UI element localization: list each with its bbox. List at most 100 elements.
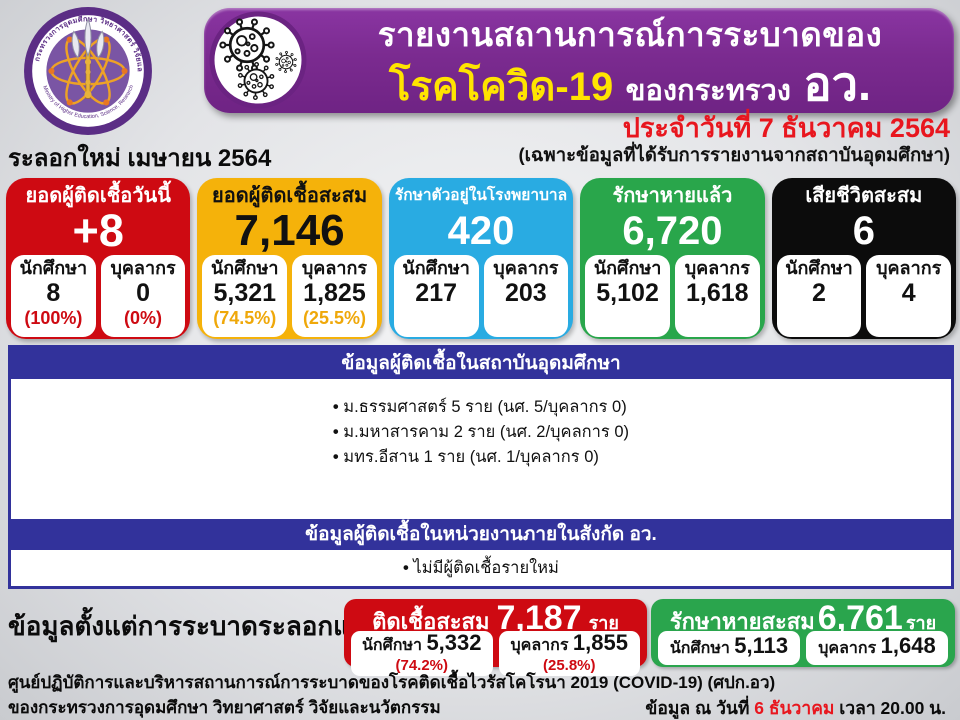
card-value: 7,146 <box>234 206 345 255</box>
first-wave-heading: ข้อมูลตั้งแต่การระบาดระลอกแรก <box>8 611 380 641</box>
title-line1: รายงานสถานการณ์การระบาดของ <box>377 16 883 53</box>
card-value: 6 <box>852 209 875 253</box>
universities-section-header: ข้อมูลผู้ติดเชื้อในสถาบันอุดมศึกษา <box>11 348 951 379</box>
staff-value: 4 <box>901 279 916 307</box>
card-title: ยอดผู้ติดเชื้อสะสม <box>212 185 368 207</box>
students-value: 5,332 <box>426 630 482 655</box>
footer-org-line1: ศูนย์ปฏิบัติการและบริหารสถานการณ์การระบา… <box>8 673 776 692</box>
staff-box: บุคลากร 4 <box>866 255 952 337</box>
agencies-section-header: ข้อมูลผู้ติดเชื้อในหน่วยงานภายในสังกัด อ… <box>11 519 951 550</box>
stat-card-cumulative-cases: ยอดผู้ติดเชื้อสะสม 7,146 นักศึกษา 5,321 … <box>197 178 382 339</box>
title-line2: โรคโควิด-19 ของกระทรวง อว. <box>312 58 948 122</box>
students-percent: (100%) <box>24 308 83 328</box>
title-ministry: อว. <box>803 57 872 110</box>
students-label: นักศึกษา <box>19 258 88 278</box>
list-item: ม.มหาสารคาม 2 ราย (นศ. 2/บุคลการ 0) <box>333 420 629 445</box>
staff-value: 203 <box>505 279 547 307</box>
recovered-unit: ราย <box>905 613 937 633</box>
students-box: นักศึกษา 8 (100%) <box>11 255 96 337</box>
staff-box: บุคลากร 1,855 (25.8%) <box>498 630 640 676</box>
universities-section-body: ม.ธรรมศาสตร์ 5 ราย (นศ. 5/บุคลากร 0) ม.ม… <box>11 379 951 519</box>
staff-label: บุคลากร <box>510 637 569 654</box>
list-item: มทร.อีสาน 1 ราย (นศ. 1/บุคลากร 0) <box>333 445 629 470</box>
wave-label: ระลอกใหม่ เมษายน 2564 <box>8 145 272 172</box>
coronavirus-icon <box>209 11 307 109</box>
staff-box: บุคลากร 1,825 (25.5%) <box>292 255 377 337</box>
first-wave-recovered-box: รักษาหายสะสม 6,761 ราย นักศึกษา 5,113 บุ… <box>651 599 955 667</box>
asof-date: 6 ธันวาคม <box>754 698 835 718</box>
data-as-of: ข้อมูล ณ วันที่ 6 ธันวาคม เวลา 20.00 น. <box>645 694 946 720</box>
infected-label: ติดเชื้อสะสม <box>372 609 490 634</box>
list-item: ไม่มีผู้ติดเชื้อรายใหม่ <box>403 556 559 581</box>
footer-org-line2: ของกระทรวงการอุดมศึกษา วิทยาศาสตร์ วิจัย… <box>8 698 441 717</box>
recovered-value: 6,761 <box>817 599 903 637</box>
students-box: นักศึกษา 5,113 <box>658 631 800 665</box>
staff-value: 1,855 <box>572 630 628 655</box>
students-label: นักศึกษา <box>593 258 662 278</box>
stat-card-deaths: เสียชีวิตสะสม 6 นักศึกษา 2 บุคลากร 4 <box>771 178 957 339</box>
agencies-section-body: ไม่มีผู้ติดเชื้อรายใหม่ <box>11 550 951 586</box>
staff-label: บุคลากร <box>301 258 368 278</box>
details-panel: ข้อมูลผู้ติดเชื้อในสถาบันอุดมศึกษา ม.ธรร… <box>8 345 954 589</box>
students-label: นักศึกษา <box>402 258 470 278</box>
staff-percent: (25.5%) <box>302 308 366 328</box>
card-value: +8 <box>72 205 124 256</box>
staff-label: บุคลากร <box>110 258 176 278</box>
students-value: 5,102 <box>596 279 659 307</box>
stat-card-new-cases: ยอดผู้ติดเชื้อวันนี้ +8 นักศึกษา 8 (100%… <box>6 178 191 339</box>
report-title: รายงานสถานการณ์การระบาดของ โรคโควิด-19 ข… <box>312 12 948 122</box>
staff-box: บุคลากร 0 (0%) <box>100 255 186 337</box>
staff-label: บุคลากร <box>876 258 942 278</box>
first-wave-infected-box: ติดเชื้อสะสม 7,187 ราย นักศึกษา 5,332 (7… <box>344 599 647 676</box>
title-banner: รายงานสถานการณ์การระบาดของ โรคโควิด-19 ข… <box>204 8 954 113</box>
card-value: 6,720 <box>622 209 723 253</box>
staff-label: บุคลากร <box>684 258 750 278</box>
card-value: 420 <box>447 209 515 253</box>
staff-label: บุคลากร <box>818 640 877 657</box>
staff-percent: (0%) <box>124 308 163 328</box>
students-box: นักศึกษา 2 <box>776 255 862 337</box>
staff-box: บุคลากร 1,618 <box>674 255 760 337</box>
staff-box: บุคลากร 203 <box>483 255 569 337</box>
report-date-note: (เฉพาะข้อมูลที่ได้รับการรายงานจากสถาบันอ… <box>518 144 950 165</box>
students-box: นักศึกษา 5,102 <box>585 255 670 337</box>
report-date: ประจำวันที่ 7 ธันวาคม 2564 <box>622 113 950 143</box>
card-title: รักษาหายแล้ว <box>612 185 733 207</box>
stat-card-recovered: รักษาหายแล้ว 6,720 นักศึกษา 5,102 บุคลาก… <box>580 178 765 339</box>
ministry-seal-logo: กระทรวงการอุดมศึกษา วิทยาศาสตร์ วิจัยและ… <box>22 5 152 135</box>
staff-value: 1,648 <box>880 633 936 658</box>
infected-unit: ราย <box>588 613 619 633</box>
students-value: 5,113 <box>734 633 789 658</box>
students-box: นักศึกษา 217 <box>393 255 479 337</box>
students-value: 2 <box>812 279 826 307</box>
staff-value: 0 <box>136 279 150 307</box>
staff-percent: (25.8%) <box>542 657 596 674</box>
recovered-label: รักษาหายสะสม <box>669 609 815 634</box>
students-label: นักศึกษา <box>211 258 279 278</box>
title-mid: ของกระทรวง <box>625 75 791 107</box>
students-label: นักศึกษา <box>669 640 730 657</box>
staff-box: บุคลากร 1,648 <box>806 631 948 665</box>
title-disease: โรคโควิด-19 <box>388 65 614 109</box>
infected-value: 7,187 <box>496 599 582 637</box>
stat-cards-row: ยอดผู้ติดเชื้อวันนี้ +8 นักศึกษา 8 (100%… <box>6 178 957 339</box>
asof-suffix: เวลา 20.00 น. <box>834 698 946 718</box>
report-date-block: ประจำวันที่ 7 ธันวาคม 2564 (เฉพาะข้อมูลท… <box>518 113 950 167</box>
list-item: ม.ธรรมศาสตร์ 5 ราย (นศ. 5/บุคลากร 0) <box>333 395 629 420</box>
students-value: 8 <box>46 279 61 307</box>
staff-value: 1,618 <box>685 279 749 307</box>
asof-prefix: ข้อมูล ณ วันที่ <box>645 698 755 718</box>
students-box: นักศึกษา 5,321 (74.5%) <box>202 255 288 337</box>
staff-value: 1,825 <box>303 279 366 307</box>
trident-icon <box>71 17 105 99</box>
staff-label: บุคลากร <box>493 258 559 278</box>
students-percent: (74.5%) <box>213 308 277 328</box>
students-value: 217 <box>415 279 458 307</box>
students-label: นักศึกษา <box>785 258 853 278</box>
card-title: ยอดผู้ติดเชื้อวันนี้ <box>25 185 171 207</box>
students-percent: (74.2%) <box>395 657 449 674</box>
students-value: 5,321 <box>213 279 277 307</box>
students-box: นักศึกษา 5,332 (74.2%) <box>351 631 493 676</box>
card-title: รักษาตัวอยู่ในโรงพยาบาล <box>394 187 568 204</box>
